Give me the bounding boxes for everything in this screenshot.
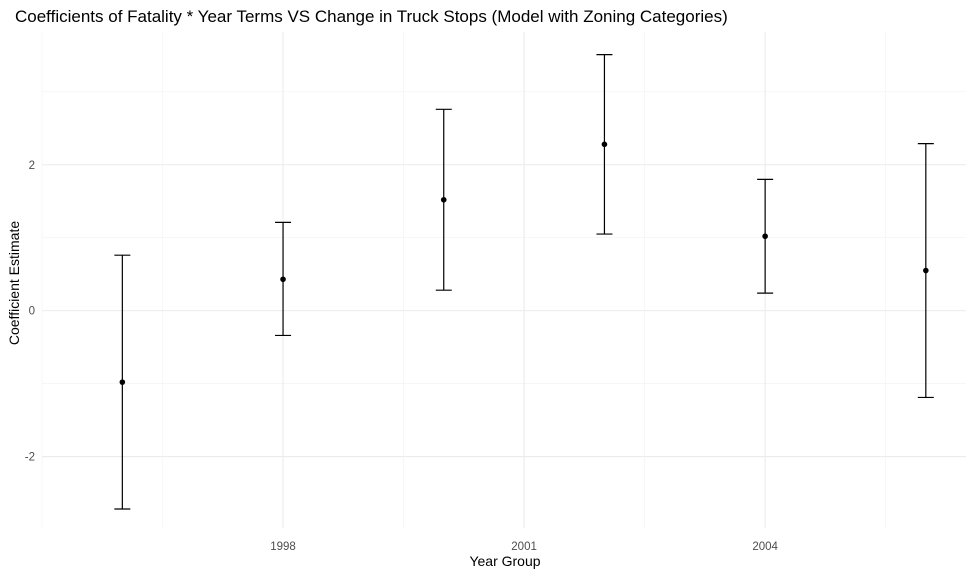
estimate-point	[923, 267, 929, 274]
error-bar-group	[596, 54, 613, 235]
gridlines	[41, 32, 966, 528]
estimate-point	[440, 196, 447, 203]
error-bar-group	[114, 254, 131, 510]
error-bar-group	[275, 221, 292, 337]
error-bars	[114, 54, 934, 510]
error-bar-group	[917, 143, 934, 399]
estimate-point	[601, 141, 608, 148]
estimate-point	[119, 379, 126, 385]
error-bar-group	[435, 108, 452, 291]
x-tick-label: 1998	[270, 541, 296, 553]
y-tick-label: 2	[29, 160, 35, 172]
y-tick-label: 0	[29, 306, 35, 318]
estimate-point	[280, 276, 286, 283]
x-tick-label: 2001	[511, 541, 537, 553]
y-axis-label: Coefficient Estimate	[6, 221, 22, 345]
estimate-point	[762, 233, 768, 240]
error-bar-group	[757, 178, 774, 294]
x-tick-label: 2004	[752, 541, 778, 553]
tick-labels: -2 0 2 1998 2001 2004	[25, 160, 779, 553]
chart-title: Coefficients of Fatality * Year Terms VS…	[15, 7, 728, 26]
y-tick-label: -2	[25, 452, 35, 464]
x-axis-label: Year Group	[469, 553, 540, 569]
